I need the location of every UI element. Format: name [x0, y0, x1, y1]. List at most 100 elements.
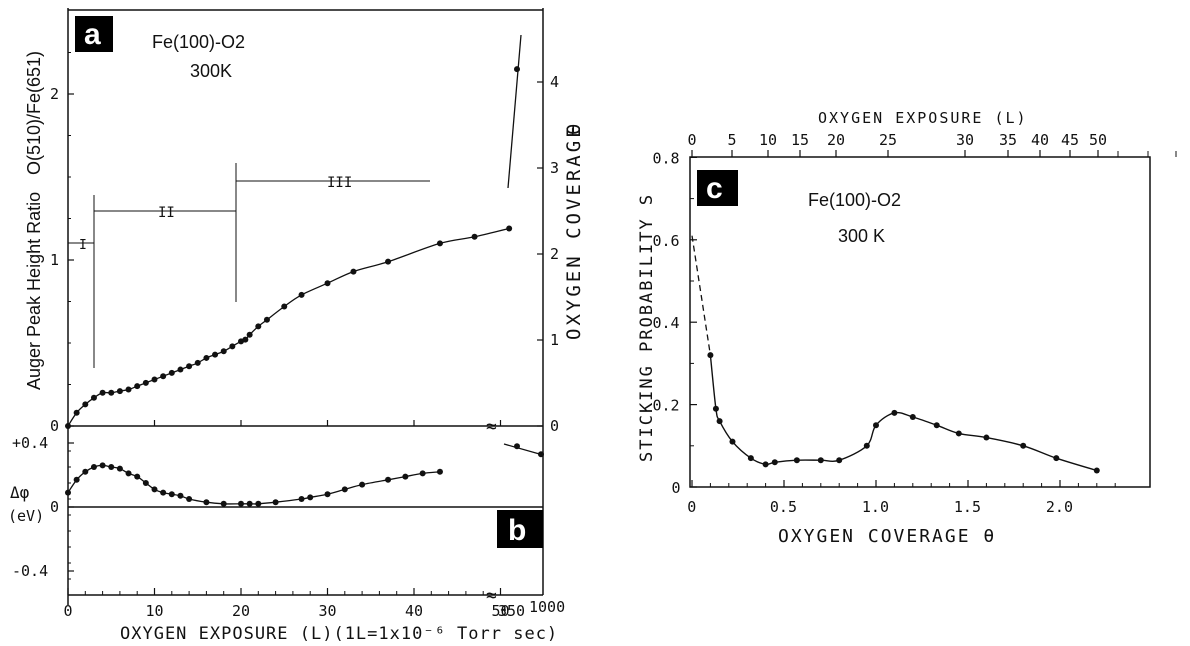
- panel-b-ylabel-unit: (eV): [8, 507, 44, 525]
- panel-b-point: [203, 499, 210, 506]
- panel-a-point: [242, 336, 249, 343]
- panel-a-point: [324, 280, 331, 287]
- c-x2-tick-label: 10: [759, 131, 777, 149]
- x-tick-label: 0: [64, 602, 73, 620]
- panel-a-broken-line: [507, 34, 522, 189]
- panel-a-point: [212, 351, 219, 358]
- panel-a-point: [73, 409, 80, 416]
- panel-a-point: [168, 369, 175, 376]
- panel-b-point: [125, 470, 132, 477]
- panel-c-x2label: OXYGEN EXPOSURE (L): [818, 109, 1028, 127]
- panel-a-title: Fe(100)-O2: [152, 32, 245, 52]
- panel-a-point: [220, 348, 227, 355]
- axis-break-mark: ≈: [486, 416, 497, 437]
- panel-b-point: [419, 470, 426, 477]
- panel-b-point: [134, 473, 141, 480]
- panel-b-series: [65, 443, 544, 507]
- panel-c-point: [793, 457, 800, 464]
- panel-a-subtitle: 300K: [190, 61, 232, 81]
- panel-a-point: [246, 331, 253, 338]
- c-x2-tick-label: 0: [688, 131, 697, 149]
- panel-b-point: [82, 468, 89, 475]
- c-y-tick-label: 0.4: [653, 314, 680, 332]
- panel-c-point: [712, 405, 719, 412]
- panel-b-point: [255, 500, 262, 507]
- region-brackets: [68, 163, 430, 368]
- panel-a-point: [108, 389, 115, 396]
- panel-badge-c-label: c: [706, 172, 723, 205]
- panel-a-xlabel: OXYGEN EXPOSURE (L)(1L=1x10⁻⁶ Torr sec): [120, 624, 558, 644]
- c-x2-tick-label: 25: [879, 131, 897, 149]
- panel-b-point: [99, 462, 106, 469]
- x-tick-label-broken: 350: [498, 602, 525, 620]
- panel-c: OXYGEN EXPOSURE (L) Fe(100)-O2 300 K STI…: [637, 109, 1177, 547]
- panel-a-point: [65, 423, 71, 429]
- panel-badge-b: [497, 510, 543, 548]
- region-label-ii: II: [158, 205, 175, 221]
- c-x-tick-label: 1.5: [954, 498, 981, 516]
- panel-a-broken-point: [514, 66, 520, 73]
- panel-b-broken-point: [514, 443, 520, 450]
- panel-b-point: [385, 476, 392, 483]
- panel-a-point: [160, 373, 167, 380]
- panel-badge-a-label: a: [84, 18, 101, 51]
- panel-b-point: [90, 464, 97, 470]
- region-label-i: I: [79, 238, 87, 253]
- panel-b-point: [402, 473, 409, 480]
- panel-a-point: [229, 343, 236, 350]
- panel-a-point: [177, 366, 184, 373]
- panel-a-point: [281, 303, 288, 310]
- panel-b-point: [142, 480, 149, 486]
- panel-c-curve: [709, 355, 1098, 472]
- x-tick-label: 10: [146, 602, 164, 620]
- y2-tick-label: 1: [550, 331, 559, 349]
- c-x-tick-label: 0: [687, 498, 696, 516]
- panel-b-point: [168, 491, 175, 498]
- panel-a-point: [436, 240, 443, 247]
- panel-c-frame: [689, 156, 1151, 488]
- c-x2-tick-label: 5: [728, 131, 737, 149]
- panel-c-point: [747, 455, 754, 462]
- panel-a-point: [203, 354, 210, 361]
- c-x-tick-label: 2.0: [1046, 498, 1073, 516]
- panel-b-ylabel: Δφ: [10, 483, 30, 502]
- panel-a-point: [82, 401, 89, 408]
- panel-a-point: [298, 291, 305, 298]
- panel-badge-c: [697, 170, 738, 206]
- panel-b-point: [65, 489, 71, 496]
- panel-c-series: [691, 235, 1100, 474]
- y-tick-label-b: 0: [50, 498, 59, 516]
- panel-c-point: [1053, 455, 1060, 462]
- panel-b-point: [436, 468, 443, 475]
- panel-c-point: [716, 418, 723, 425]
- y-tick-label: 1: [50, 251, 59, 269]
- panel-a-point: [116, 388, 123, 395]
- panel-c-point: [955, 430, 962, 437]
- panel-b-point: [220, 500, 227, 507]
- y2-tick-label: 2: [550, 245, 559, 263]
- c-x2-tick-label: 20: [827, 131, 845, 149]
- axis-break-mark-bottom: ≈: [486, 585, 497, 606]
- panel-a-point: [194, 359, 201, 366]
- panel-a-point: [350, 268, 357, 275]
- panel-c-ticks: 0 0.5 1.0 1.5 2.0 0 0.2 0.4 0.6 0.8 0 5 10 15 20 25 30 35…: [653, 131, 1177, 516]
- panel-c-point: [771, 459, 778, 466]
- panel-b-point: [160, 489, 167, 496]
- c-y-tick-label: 0.6: [653, 232, 680, 250]
- panel-a-y2symbol: θ: [563, 124, 585, 135]
- panel-a-y2label: OXYGEN COVERAGE: [563, 123, 585, 340]
- c-x2-tick-label: 45: [1061, 131, 1079, 149]
- panel-badge-a: [75, 16, 113, 52]
- panel-a-b: ≈ ≈ I II III Fe(100)-O2 300K Auger Peak …: [8, 8, 585, 644]
- panel-a-point: [142, 379, 149, 386]
- panel-c-subtitle: 300 K: [838, 226, 885, 246]
- panel-c-ylabel: STICKING PROBABILITY S: [637, 193, 657, 462]
- panel-c-point: [817, 457, 824, 464]
- panel-a-point: [506, 225, 513, 232]
- panel-b-point: [116, 465, 123, 472]
- c-x2-tick-label: 50: [1089, 131, 1107, 149]
- panel-b-point: [151, 486, 158, 493]
- panel-b-point: [177, 492, 184, 499]
- c-y-tick-label: 0: [672, 479, 681, 497]
